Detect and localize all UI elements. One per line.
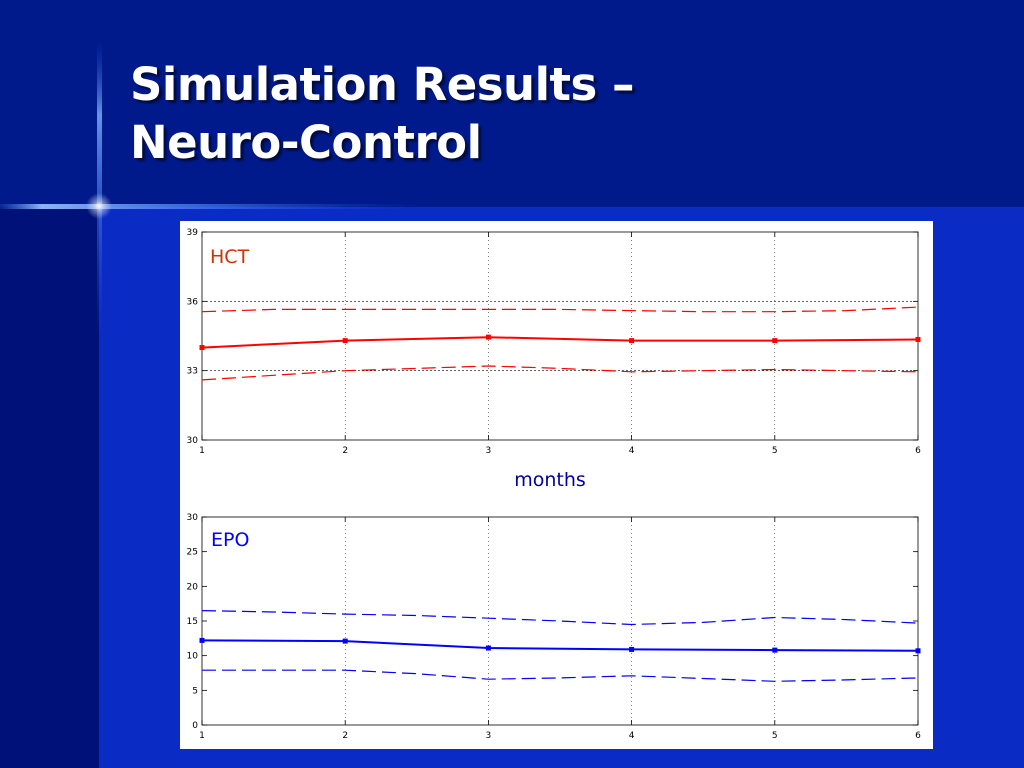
hct-series-label: HCT (210, 246, 250, 268)
chart-figure: 1 2 3 4 5 6 30 33 36 39 HCT months 1 2 3 4 5 6 0 5 10 15 20 25 3… (187, 228, 922, 741)
epo-y-tick-label: 20 (187, 582, 199, 592)
epo-bound-line (201, 610, 919, 626)
hct-x-tick-label: 2 (342, 446, 348, 456)
epo-y-tick-label: 15 (187, 617, 198, 627)
epo-data-point (915, 648, 921, 654)
slide-title: Simulation Results – Neuro-Control (130, 56, 634, 172)
hct-x-tick-label: 5 (772, 446, 778, 456)
hct-mean-line (201, 336, 919, 349)
epo-data-point (342, 638, 348, 644)
hct-data-point (629, 338, 635, 344)
epo-y-tick-label: 25 (187, 548, 198, 558)
hct-axes-frame (201, 231, 919, 441)
epo-y-tick-label: 10 (187, 652, 199, 662)
hct-data-point (199, 345, 205, 351)
hct-x-tick-label: 1 (199, 446, 205, 456)
epo-data-point (199, 637, 205, 643)
hct-data-point (772, 338, 778, 344)
background-left-band (0, 207, 99, 768)
epo-data-point (629, 646, 635, 652)
epo-x-tick-label: 6 (915, 731, 921, 741)
epo-mean-line (201, 639, 919, 652)
hct-bound-line (201, 306, 919, 313)
hct-x-tick-label: 3 (486, 446, 492, 456)
epo-axes-frame (201, 516, 919, 726)
slide-title-line-1: Simulation Results – (130, 58, 634, 111)
hct-data-point (342, 338, 348, 344)
epo-x-tick-label: 3 (486, 731, 492, 741)
epo-x-tick-label: 4 (629, 731, 635, 741)
hct-y-tick-label: 39 (187, 228, 199, 238)
epo-bound-line (202, 669, 919, 682)
hct-data-point (915, 336, 921, 342)
hct-data-point (485, 334, 491, 340)
hct-y-tick-label: 30 (187, 436, 199, 446)
chart-panel: 1 2 3 4 5 6 30 33 36 39 HCT months 1 2 3 4 5 6 0 5 10 15 20 25 3… (180, 221, 933, 749)
hct-y-tick-label: 36 (187, 297, 199, 307)
hct-x-axis-label: months (514, 469, 586, 491)
epo-x-tick-label: 1 (199, 731, 205, 741)
epo-data-point (772, 647, 778, 653)
epo-y-tick-label: 0 (192, 721, 198, 731)
epo-x-tick-label: 5 (772, 731, 778, 741)
background-horizontal-streak (0, 204, 420, 209)
epo-data-point (485, 645, 491, 651)
lens-flare-icon (86, 193, 112, 219)
epo-x-tick-label: 2 (342, 731, 348, 741)
hct-bound-line (201, 365, 919, 381)
epo-series-label: EPO (211, 529, 249, 551)
epo-y-tick-label: 5 (192, 686, 198, 696)
epo-y-tick-label: 30 (187, 513, 199, 523)
hct-y-tick-label: 33 (187, 367, 198, 377)
hct-x-tick-label: 4 (629, 446, 635, 456)
hct-x-tick-label: 6 (915, 446, 921, 456)
background-vertical-streak (97, 40, 102, 340)
slide-title-line-2: Neuro-Control (130, 116, 482, 169)
